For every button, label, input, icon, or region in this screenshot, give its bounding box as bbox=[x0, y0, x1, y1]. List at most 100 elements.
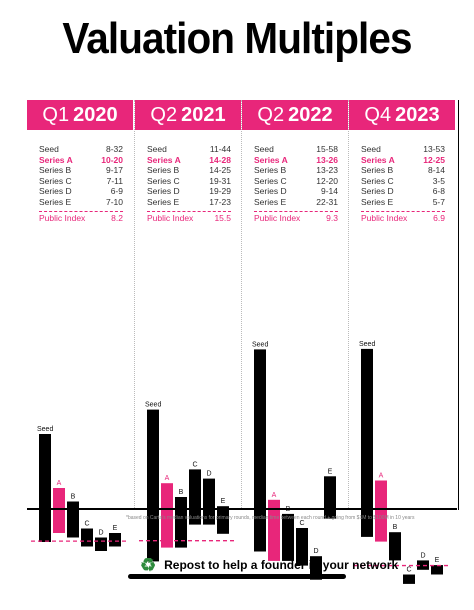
range-bar-a bbox=[268, 499, 280, 561]
range-bar-seed bbox=[254, 349, 266, 552]
range-bar-seed bbox=[361, 348, 373, 537]
bar-label: A bbox=[165, 475, 170, 482]
table-row: Series B 14-25 bbox=[147, 165, 231, 176]
round-label: Series C bbox=[254, 175, 287, 186]
quarter-header: Q4 2023 bbox=[349, 100, 455, 130]
bar-label: E bbox=[328, 468, 333, 475]
multiple-range: 13-23 bbox=[316, 165, 338, 176]
range-bar-d bbox=[95, 537, 107, 551]
round-label: Series D bbox=[39, 186, 72, 197]
bar-label: D bbox=[420, 552, 425, 559]
table-row: Series E 17-23 bbox=[147, 197, 231, 208]
quarter-year: 2023 bbox=[395, 104, 440, 126]
range-bar-c bbox=[189, 469, 201, 525]
multiple-range: 8-32 bbox=[105, 144, 123, 154]
multiple-range: 12-20 bbox=[316, 175, 338, 186]
round-label: Series B bbox=[361, 165, 394, 176]
range-bar-a bbox=[161, 483, 173, 548]
table-row: Series A 12-25 bbox=[361, 155, 445, 166]
quarter-year: 2020 bbox=[73, 104, 118, 126]
round-label: Series E bbox=[147, 196, 180, 207]
table-row: Seed 15-58 bbox=[254, 144, 338, 155]
round-label: Series B bbox=[254, 165, 287, 176]
multiple-range: 6-8 bbox=[432, 186, 445, 197]
repost-banner[interactable]: ♻ Repost to help a founder in your netwo… bbox=[140, 556, 398, 574]
quarter-label: Q2 bbox=[257, 104, 285, 126]
multiple-range: 17-23 bbox=[209, 196, 231, 207]
range-bar-e bbox=[324, 476, 336, 519]
bar-label: B bbox=[393, 524, 398, 531]
multiples-table: Seed 15-58 Series A 13-26 Series B 13-23 Serie… bbox=[254, 144, 338, 223]
range-bar-d bbox=[310, 556, 322, 580]
round-label: Series B bbox=[39, 165, 72, 176]
bar-label: B bbox=[179, 489, 184, 496]
range-bar-seed bbox=[39, 434, 51, 542]
round-label: Series A bbox=[361, 154, 395, 165]
multiple-range: 9-14 bbox=[320, 186, 338, 197]
table-row: Seed 8-32 bbox=[39, 144, 123, 155]
multiple-range: 7-11 bbox=[106, 175, 123, 186]
quarter-panel-0: Q1 2020 Seed 8-32 Series A 10-20 Series B 9-17 S… bbox=[27, 100, 133, 551]
multiple-range: 22-31 bbox=[316, 196, 338, 207]
bar-label: C bbox=[84, 521, 89, 528]
multiple-range: 13-26 bbox=[316, 154, 338, 165]
table-row: Series B 13-23 bbox=[254, 165, 338, 176]
round-label: Series D bbox=[147, 186, 180, 197]
home-indicator[interactable] bbox=[128, 574, 346, 579]
recycle-icon: ♻ bbox=[140, 555, 157, 575]
multiple-range: 19-31 bbox=[209, 175, 231, 186]
round-label: Series E bbox=[254, 196, 287, 207]
table-row: Seed 13-53 bbox=[361, 144, 445, 155]
multiple-range: 13-53 bbox=[423, 144, 445, 154]
public-index-label: Public Index bbox=[361, 212, 408, 223]
multiple-range: 14-25 bbox=[209, 165, 231, 176]
round-label: Series E bbox=[361, 196, 394, 207]
quarter-year: 2022 bbox=[288, 104, 333, 126]
table-row: Series C 3-5 bbox=[361, 176, 445, 187]
page-title: Valuation Multiples bbox=[62, 14, 412, 63]
range-bar-e bbox=[217, 506, 229, 534]
bar-label: E bbox=[435, 557, 440, 564]
baseline-divider bbox=[27, 508, 457, 510]
multiple-range: 10-20 bbox=[101, 154, 123, 165]
table-row: Series C 7-11 bbox=[39, 176, 123, 187]
table-row: Series D 9-14 bbox=[254, 186, 338, 197]
quarter-year: 2021 bbox=[181, 104, 226, 126]
bar-label: D bbox=[206, 471, 211, 478]
round-label: Series A bbox=[147, 154, 181, 165]
public-index-row: Public Index 8.2 bbox=[39, 210, 123, 224]
multiple-range: 15-58 bbox=[316, 144, 338, 154]
multiple-range: 12-25 bbox=[423, 154, 445, 165]
bar-label: C bbox=[406, 567, 411, 574]
bar-label: E bbox=[113, 525, 118, 532]
range-bar-c bbox=[296, 528, 308, 566]
bar-label: Seed bbox=[37, 426, 53, 433]
multiple-range: 7-10 bbox=[105, 196, 123, 207]
table-row: Seed 11-44 bbox=[147, 144, 231, 155]
multiple-range: 14-28 bbox=[209, 154, 231, 165]
public-index-row: Public Index 6.9 bbox=[361, 210, 445, 224]
public-index-row: Public Index 15.5 bbox=[147, 210, 231, 224]
public-index-value: 9.3 bbox=[326, 212, 338, 223]
multiple-range: 6-9 bbox=[110, 186, 123, 197]
range-bar-a bbox=[375, 480, 387, 542]
round-label: Seed bbox=[254, 144, 274, 154]
quarter-header: Q2 2021 bbox=[135, 100, 241, 130]
bar-label: C bbox=[192, 461, 197, 468]
public-index-label: Public Index bbox=[254, 212, 301, 223]
public-index-label: Public Index bbox=[147, 212, 194, 223]
round-label: Series D bbox=[254, 186, 287, 197]
bar-label: B bbox=[71, 494, 76, 501]
table-row: Series D 6-9 bbox=[39, 186, 123, 197]
bar-label: D bbox=[313, 548, 318, 555]
table-row: Series C 12-20 bbox=[254, 176, 338, 187]
bar-label: Seed bbox=[252, 341, 268, 348]
quarter-header: Q2 2022 bbox=[242, 100, 348, 130]
round-label: Series D bbox=[361, 186, 394, 197]
quarter-label: Q1 bbox=[42, 104, 70, 126]
table-row: Series D 6-8 bbox=[361, 186, 445, 197]
